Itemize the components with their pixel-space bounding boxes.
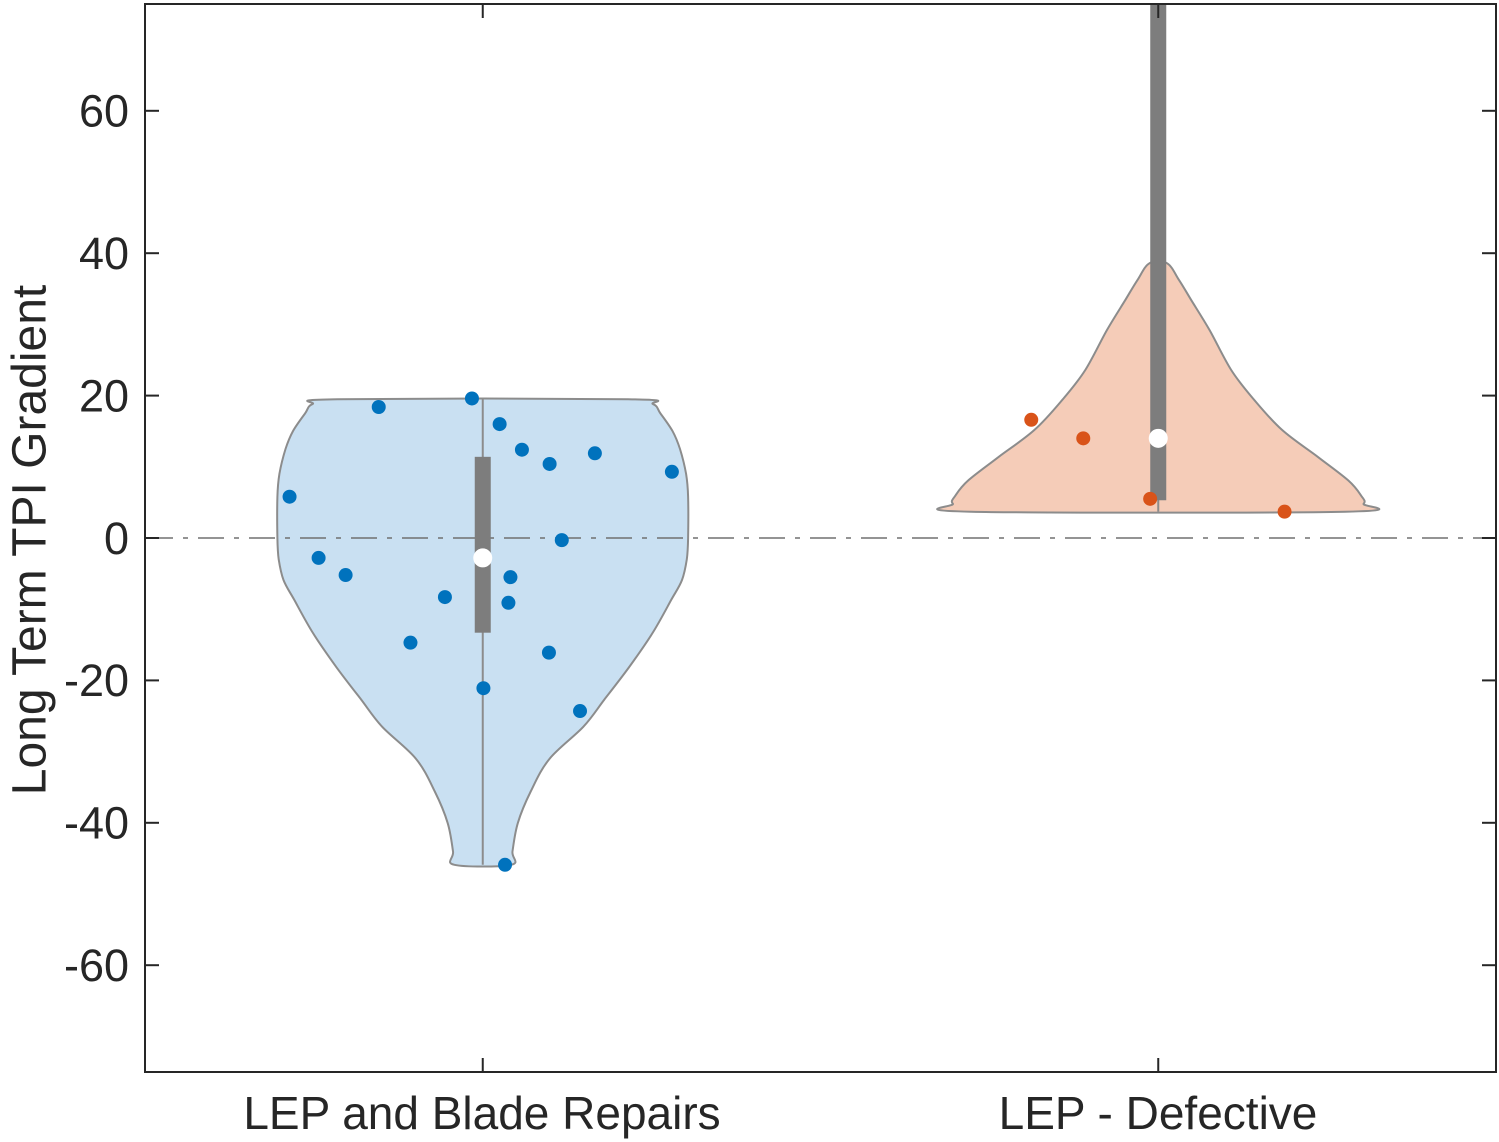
plot-frame	[144, 3, 1497, 1073]
y-tick-label: -40	[64, 798, 129, 849]
data-point	[573, 704, 588, 719]
data-point	[282, 489, 297, 504]
data-point	[371, 399, 386, 414]
data-point	[476, 681, 491, 696]
y-tick-label: 20	[79, 370, 129, 421]
data-point	[503, 570, 518, 585]
data-point	[664, 464, 679, 479]
x-tick-label-lep-and-blade-repairs: LEP and Blade Repairs	[243, 1087, 721, 1139]
data-point	[437, 590, 452, 605]
data-point	[1076, 431, 1091, 446]
data-point	[554, 533, 569, 548]
y-tick-label: -20	[64, 655, 129, 706]
data-point	[492, 417, 507, 432]
y-axis-label: Long Term TPI Gradient	[3, 284, 57, 796]
y-tick-label: 0	[104, 513, 129, 564]
median-marker-1	[473, 548, 493, 568]
y-tick-label: 40	[79, 228, 129, 279]
data-point	[1024, 412, 1039, 427]
data-point	[403, 635, 418, 650]
y-tick-label: -60	[64, 940, 129, 991]
iqr-box-2	[1150, 4, 1167, 501]
iqr-box-1	[474, 456, 491, 633]
data-point	[1277, 504, 1292, 519]
data-point	[464, 391, 479, 406]
median-marker-2	[1148, 428, 1168, 448]
data-point	[514, 442, 529, 457]
data-point	[542, 456, 557, 471]
data-point	[311, 550, 326, 565]
data-point	[1143, 491, 1158, 506]
data-point	[587, 446, 602, 461]
y-tick-label: 60	[79, 86, 129, 137]
data-point	[338, 568, 353, 583]
x-tick-label-lep-defective: LEP - Defective	[998, 1087, 1318, 1139]
data-point	[541, 645, 556, 660]
data-point	[501, 595, 516, 610]
data-point	[498, 857, 513, 872]
